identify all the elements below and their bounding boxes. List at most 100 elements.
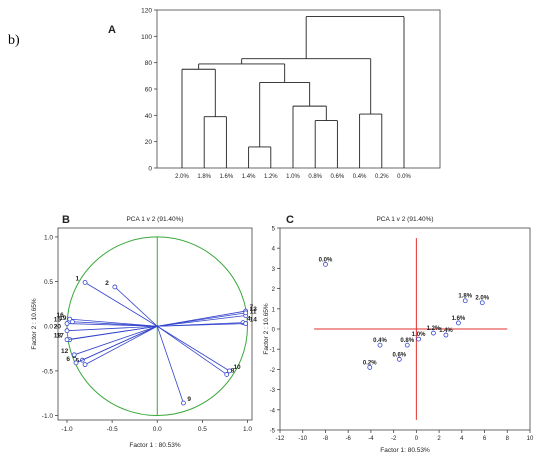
loading-vector [69, 318, 158, 327]
leaf-label: 0.0% [397, 174, 411, 180]
y-tick-label: -2 [270, 368, 276, 374]
score-label: 0.0% [319, 257, 333, 263]
loading-point [224, 372, 230, 377]
x-tick-label: 0.5 [198, 426, 207, 433]
score-label: 1.4% [439, 328, 453, 334]
score-label: 0.4% [373, 338, 387, 344]
x-axis-label: Factor 1: 80.53% [380, 447, 430, 454]
y-tick-label: 0.0 [44, 324, 53, 331]
y-tick-label: 80 [145, 60, 153, 67]
plot-frame [156, 9, 441, 169]
loading-point [70, 319, 75, 325]
score-point [367, 364, 373, 370]
leaf-label: 1.2% [264, 174, 278, 180]
loading-label: 1 [75, 275, 79, 282]
leaf-label: 1.6% [220, 174, 234, 180]
loading-vector [66, 325, 158, 341]
loading-label: 11 [250, 309, 257, 316]
y-tick-label: 40 [145, 113, 153, 120]
leaf-label: 0.8% [308, 174, 322, 180]
loading-point [73, 360, 79, 366]
score-point [416, 336, 422, 342]
y-tick-label: 5 [272, 227, 276, 233]
y-tick-label: -4 [270, 408, 276, 414]
panel-label-b: B [62, 214, 70, 226]
loading-vector [75, 325, 158, 364]
leaf-label: 1.0% [286, 174, 300, 180]
leaf-label: 0.6% [331, 174, 345, 180]
y-tick-label: 20 [145, 139, 153, 146]
score-plot-panel-c: C PCA 1 v 2 (91.40%)-12 -10 -8 -6 -4 -2 0 2 4 6 8 10… [263, 214, 534, 454]
score-point [431, 330, 436, 336]
leaf-label: 1.8% [197, 174, 211, 180]
x-tick-label: 0 [415, 436, 419, 442]
loading-label: 13 [250, 306, 258, 313]
loading-point [243, 310, 249, 316]
x-tick-label: 6 [483, 436, 487, 442]
y-tick-label: 0 [272, 328, 276, 334]
y-axis-label: Factor 2 : 10.65% [31, 298, 38, 350]
x-tick-label: -8 [323, 436, 329, 442]
loading-point [227, 368, 232, 374]
leaf-label: 1.4% [242, 174, 256, 180]
y-tick-label: 120 [141, 8, 152, 15]
loading-point [112, 284, 118, 290]
loading-vector [72, 321, 158, 327]
loading-point [71, 352, 77, 358]
x-tick-label: 1.0 [243, 426, 252, 433]
x-tick-label: -4 [368, 436, 374, 442]
plot-frame [57, 227, 253, 421]
score-point [377, 342, 383, 348]
loading-label: 2 [105, 280, 109, 287]
score-point [456, 320, 461, 326]
x-tick-label: 4 [460, 436, 464, 442]
y-tick-label: 2 [272, 287, 276, 293]
y-tick-label: 3 [272, 267, 276, 273]
loading-vector [157, 325, 230, 372]
loading-vector [157, 312, 246, 327]
x-tick-label: 0.0 [153, 426, 162, 433]
score-point [443, 332, 449, 338]
loading-vector [157, 325, 227, 375]
loading-vector [114, 286, 158, 327]
loading-label: 15 [54, 317, 62, 324]
panel-label-c: C [286, 214, 294, 226]
score-label: 1.8% [458, 294, 472, 300]
x-tick-label: -12 [276, 436, 285, 442]
loading-point [243, 321, 249, 326]
loading-point [181, 400, 186, 406]
dendrogram-panel-a: A 0 20 40 60 80 100 120 2.0% 1.8% 1.6% 1.4% 1.2% 1.0%… [108, 8, 441, 180]
loading-vector [67, 325, 158, 332]
leaf-label: 2.0% [175, 174, 189, 180]
x-axis-label: Factor 1 : 80.53% [129, 442, 181, 449]
y-axis-label: Factor 2 : 10.65% [263, 303, 270, 355]
x-tick-label: -0.5 [107, 426, 119, 433]
loading-label: 20 [54, 324, 62, 331]
score-label: 1.6% [452, 316, 466, 322]
score-label: 1.2% [427, 326, 441, 332]
score-label: 0.6% [392, 352, 406, 358]
loading-plot-panel-b: B PCA 1 v 2 (91.40%) -1.0 -0.5 0.0 0.5 1.0 -1.0… [31, 214, 257, 449]
loading-label: 16 [56, 312, 64, 319]
loading-point [64, 337, 70, 343]
loading-label: 4 [247, 316, 251, 323]
loading-vector [74, 325, 158, 356]
leaf-label: 0.2% [375, 174, 389, 180]
y-tick-label: 1.0 [44, 234, 53, 241]
score-point [396, 356, 402, 362]
y-tick-label: 60 [145, 87, 153, 94]
loading-label: 18 [54, 333, 62, 340]
loading-point [64, 328, 70, 334]
y-tick-label: 0.5 [44, 279, 53, 286]
panel-label-a: A [108, 24, 116, 36]
y-tick-label: 1 [272, 307, 276, 313]
loading-label: 19 [59, 315, 67, 322]
score-label: 2.0% [475, 296, 489, 302]
x-tick-label: -2 [391, 436, 397, 442]
y-tick-label: -1.0 [42, 413, 54, 420]
score-point [462, 298, 468, 304]
x-tick-label: -10 [298, 436, 307, 442]
loading-vector [84, 282, 158, 327]
x-tick-label: -1.0 [61, 426, 73, 433]
loading-label: 17 [56, 333, 64, 340]
